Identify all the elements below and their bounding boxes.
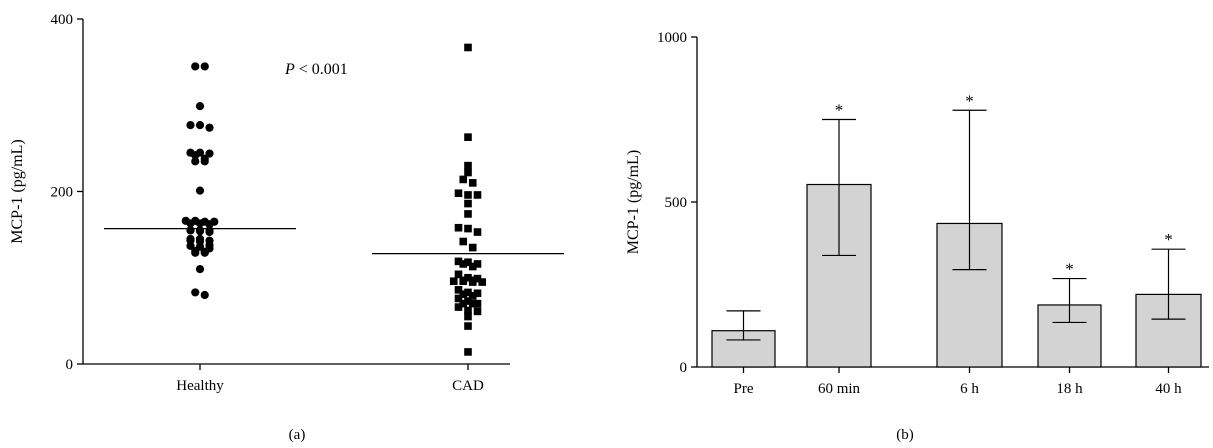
data-point-cad	[478, 278, 487, 286]
data-point-cad	[473, 289, 482, 298]
data-point-cad	[473, 307, 482, 316]
panel-label: (b)	[896, 427, 914, 443]
data-point-healthy	[191, 288, 200, 297]
data-point-healthy	[191, 62, 200, 71]
data-point-cad	[464, 297, 472, 305]
data-point-cad	[454, 294, 463, 303]
x-tick-label: CAD	[452, 378, 484, 394]
x-tick-label: 6 h	[960, 381, 979, 397]
data-point-cad	[468, 299, 477, 308]
data-point-cad	[459, 277, 468, 285]
data-point-cad	[473, 191, 482, 199]
data-point-cad	[464, 322, 472, 330]
x-tick-label: Healthy	[176, 378, 224, 394]
data-point-cad	[459, 237, 468, 246]
y-tick-label: 1000	[657, 30, 687, 46]
data-point-healthy	[195, 186, 205, 195]
data-point-cad	[473, 274, 482, 283]
x-tick-label: 40 h	[1155, 381, 1182, 397]
data-point-cad	[449, 277, 458, 285]
data-point-cad	[464, 161, 472, 170]
data-point-cad	[473, 299, 482, 308]
data-point-cad	[454, 303, 463, 311]
data-point-cad	[464, 348, 472, 356]
data-point-healthy	[205, 227, 214, 237]
data-point-healthy	[186, 226, 195, 235]
data-point-cad	[459, 290, 468, 298]
data-point-cad	[459, 260, 468, 268]
significance-marker: *	[965, 91, 974, 110]
significance-marker: *	[1065, 260, 1074, 279]
data-point-healthy	[191, 248, 200, 257]
p-value-symbol: P	[284, 61, 295, 78]
data-point-healthy	[195, 219, 205, 228]
data-point-cad	[454, 189, 463, 198]
data-point-healthy	[200, 62, 209, 71]
data-point-cad	[473, 260, 482, 268]
data-point-cad	[468, 262, 477, 271]
data-point-cad	[454, 257, 463, 266]
data-point-cad	[464, 43, 472, 52]
data-point-healthy	[205, 220, 214, 229]
x-tick-label: 60 min	[818, 381, 861, 397]
data-point-healthy	[186, 241, 195, 250]
data-point-cad	[459, 299, 468, 308]
panel-label: (a)	[289, 427, 306, 443]
y-tick-label: 0	[680, 360, 688, 376]
data-point-healthy	[191, 151, 200, 160]
data-point-cad	[464, 133, 472, 141]
data-point-healthy	[186, 219, 195, 228]
data-point-cad	[464, 306, 472, 315]
data-point-healthy	[200, 248, 209, 257]
data-point-cad	[464, 168, 472, 177]
data-point-cad	[464, 224, 472, 233]
data-point-cad	[464, 288, 472, 297]
y-axis-label: MCP-1 (pg/mL)	[9, 139, 26, 243]
data-point-healthy	[191, 157, 200, 166]
y-axis-label: MCP-1 (pg/mL)	[625, 150, 642, 254]
data-point-cad	[454, 286, 463, 294]
data-point-healthy	[205, 149, 214, 158]
data-point-cad	[468, 179, 477, 187]
p-value-text: < 0.001	[295, 61, 348, 78]
data-point-cad	[468, 243, 477, 252]
panel-b-chart: 0 500 1000 MCP-1 (pg/mL) Pre * 60 min * 6 h * 18 h…	[625, 30, 1209, 443]
data-point-cad	[468, 292, 477, 300]
data-point-healthy	[205, 123, 214, 132]
data-point-cad	[454, 270, 463, 279]
y-tick-label: 0	[66, 357, 74, 373]
x-tick-label: Pre	[734, 381, 754, 397]
data-point-healthy	[195, 102, 205, 111]
data-point-healthy	[195, 120, 205, 130]
data-point-cad	[464, 199, 472, 208]
y-tick-label: 200	[51, 185, 74, 201]
y-tick-label: 500	[665, 195, 688, 211]
data-point-cad	[464, 312, 472, 321]
data-point-healthy	[186, 120, 195, 130]
significance-marker: *	[835, 101, 844, 120]
data-point-cad	[464, 258, 472, 267]
y-tick-label: 400	[51, 12, 74, 28]
data-point-healthy	[200, 157, 209, 166]
panel-a-chart: 0 200 400 Healthy CAD MCP-1 (pg/mL) P < 0.001 (…	[9, 12, 564, 443]
significance-marker: *	[1164, 230, 1173, 249]
data-point-cad	[464, 191, 472, 199]
data-point-healthy	[200, 290, 209, 300]
x-tick-label: 18 h	[1056, 381, 1083, 397]
data-point-cad	[454, 223, 463, 232]
data-point-cad	[468, 278, 477, 286]
data-point-healthy	[195, 265, 205, 274]
data-point-cad	[459, 175, 468, 184]
data-point-cad	[464, 273, 472, 282]
data-point-cad	[464, 210, 472, 218]
p-value-annotation: P < 0.001	[284, 61, 348, 78]
data-point-cad	[473, 228, 482, 236]
